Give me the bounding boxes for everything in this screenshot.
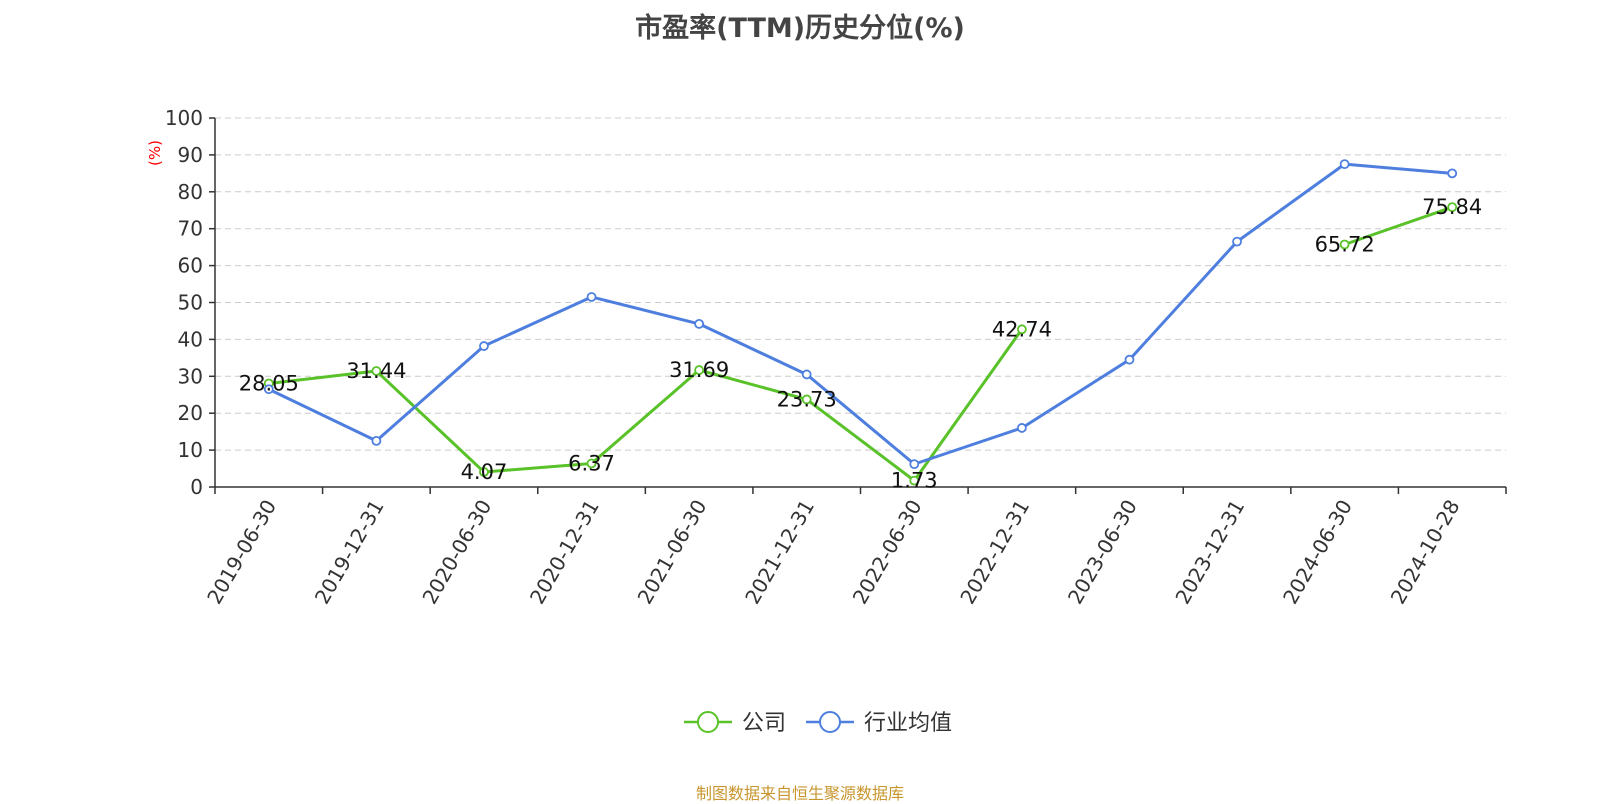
legend-marker [697, 711, 719, 733]
data-point[interactable] [909, 475, 920, 486]
data-label: 1.73 [891, 469, 938, 493]
data-point[interactable] [694, 319, 705, 329]
y-tick-label: 80 [178, 180, 203, 204]
data-point[interactable] [1447, 202, 1458, 213]
data-point[interactable] [1016, 423, 1027, 433]
y-axis-label: (%) [146, 140, 164, 166]
y-tick-label: 90 [178, 143, 203, 167]
y-tick-label: 30 [178, 364, 203, 388]
y-tick-label: 70 [178, 217, 203, 241]
legend-marker [819, 711, 841, 733]
x-tick-label: 2024-10-28 [1386, 496, 1465, 609]
data-point[interactable] [801, 369, 812, 380]
y-tick-label: 50 [178, 291, 203, 315]
legend-label: 公司 [742, 711, 786, 736]
data-label: 31.44 [346, 359, 406, 383]
data-label: 6.37 [568, 451, 615, 475]
x-tick-label: 2022-06-30 [848, 496, 927, 609]
x-tick-label: 2020-12-31 [525, 496, 604, 609]
legend[interactable]: 公司 行业均值 [684, 711, 952, 736]
data-point[interactable] [586, 458, 597, 469]
grid-lines [215, 117, 1506, 451]
y-tick-label: 20 [178, 401, 203, 425]
legend-label: 行业均值 [864, 711, 952, 736]
x-tick-label: 2020-06-30 [417, 496, 496, 609]
data-point[interactable] [1339, 159, 1350, 170]
data-point[interactable] [1447, 168, 1458, 179]
data-point[interactable] [371, 366, 382, 376]
x-tick-label: 2019-12-31 [310, 496, 389, 609]
series-line-0 [268, 328, 1024, 483]
data-label: 42.74 [992, 317, 1052, 341]
data-label: 28.05 [239, 371, 299, 395]
y-tick-label: 40 [178, 327, 203, 351]
data-label: 31.69 [669, 358, 729, 382]
series-line-0 [1344, 205, 1453, 246]
data-point[interactable] [1339, 239, 1350, 250]
data-point[interactable] [1232, 236, 1242, 247]
data-point[interactable] [479, 341, 489, 351]
data-point[interactable] [1016, 324, 1027, 335]
data-point[interactable] [1124, 354, 1135, 365]
data-point[interactable] [801, 394, 812, 405]
data-point[interactable] [694, 365, 705, 375]
data-point[interactable] [479, 467, 489, 477]
x-tick-label: 2024-06-30 [1278, 496, 1357, 609]
series [263, 159, 1458, 486]
data-label: 75.84 [1422, 195, 1482, 219]
data-point[interactable] [586, 292, 597, 302]
series-line-1 [268, 162, 1453, 466]
data-point[interactable] [909, 459, 920, 470]
chart-title: 市盈率(TTM)历史分位(%) [635, 13, 965, 44]
data-point[interactable] [371, 435, 382, 446]
legend-item-0[interactable]: 公司 [684, 711, 786, 736]
x-tick-label: 2023-06-30 [1063, 496, 1142, 609]
data-point[interactable] [263, 384, 274, 395]
data-label: 65.72 [1315, 232, 1375, 256]
x-tick-label: 2021-12-31 [740, 496, 819, 609]
y-tick-label: 100 [165, 106, 203, 130]
x-tick-label: 2021-06-30 [633, 496, 712, 609]
x-tick-label: 2019-06-30 [202, 496, 281, 609]
x-tick-label: 2022-12-31 [955, 496, 1034, 609]
y-tick-label: 60 [178, 254, 203, 278]
x-tick-label: 2023-12-31 [1170, 496, 1249, 609]
data-label: 4.07 [461, 460, 508, 484]
y-tick-label: 0 [190, 475, 203, 499]
data-labels: 28.05 31.44 4.07 6.37 31.69 23.73 1.73 42.74 65.… [239, 195, 1483, 492]
axes: 0 10 20 30 40 50 60 70 80 90 100(%) 2019-06-30 2019-… [146, 106, 1507, 609]
y-tick-label: 10 [178, 438, 203, 462]
data-label: 23.73 [777, 387, 837, 411]
legend-item-1[interactable]: 行业均值 [806, 711, 952, 736]
source-note: 制图数据来自恒生聚源数据库 [695, 784, 904, 803]
